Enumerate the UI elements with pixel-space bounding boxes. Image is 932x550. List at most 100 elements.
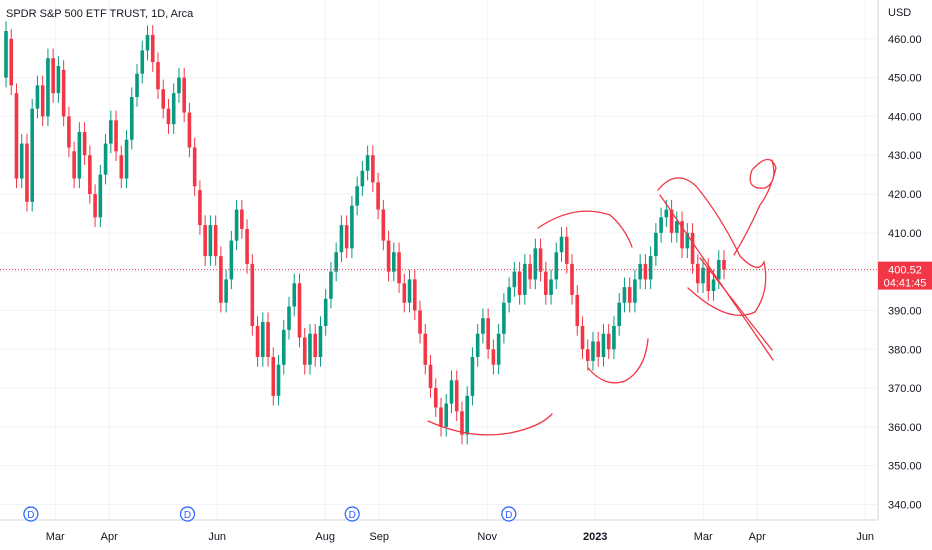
candle-body	[423, 333, 428, 365]
candle-body	[192, 147, 197, 187]
candle-body	[523, 263, 527, 295]
candle-body	[544, 271, 548, 295]
candle-body	[617, 302, 621, 326]
candle-body	[381, 209, 386, 241]
candle-body	[444, 403, 449, 427]
drawing-circle-right[interactable]	[657, 177, 767, 316]
candle-body	[580, 325, 585, 350]
candle-body	[575, 294, 580, 326]
candle-body	[533, 248, 538, 280]
candle-body	[716, 260, 721, 280]
candle-body	[669, 209, 674, 233]
candle-body	[570, 263, 574, 295]
time-tick-label: Sep	[369, 531, 389, 543]
candle-body	[4, 31, 8, 78]
candle-body	[465, 395, 469, 435]
candle-body	[496, 333, 501, 365]
candle-body	[187, 112, 192, 148]
price-tick-label: 390.00	[888, 305, 922, 317]
candle-body	[240, 209, 244, 229]
price-axis[interactable]: 340.00 350.00 360.00 370.00 380.00 390.00 400.…	[888, 34, 922, 512]
candle-body	[664, 209, 669, 218]
candle-body	[271, 357, 276, 396]
time-tick-label: Mar	[694, 531, 713, 543]
candle-body	[675, 221, 679, 233]
candle-body	[680, 221, 684, 249]
drawing-line-down[interactable]	[659, 194, 774, 361]
candle-body	[481, 318, 485, 334]
candle-body	[376, 182, 380, 210]
price-tick-label: 380.00	[888, 344, 922, 356]
currency-label: USD	[888, 7, 911, 19]
candle-body	[648, 256, 653, 280]
candle-body	[161, 89, 166, 109]
dividend-label: D	[505, 510, 512, 521]
candle-body	[245, 228, 249, 264]
time-tick-label: Jun	[208, 531, 226, 543]
candle-body	[150, 34, 155, 63]
candle-body	[339, 225, 344, 253]
time-tick-label: Jun	[856, 531, 874, 543]
candle-body	[98, 174, 103, 218]
candle-body	[61, 69, 66, 117]
drawing-arc-bottom[interactable]	[427, 413, 553, 436]
candle-body	[198, 190, 202, 226]
candle-body	[486, 318, 490, 350]
last-price-countdown: 04:41:45	[884, 278, 927, 290]
time-tick-label: Apr	[101, 531, 118, 543]
candle-body	[56, 65, 61, 94]
drawing-line-down-2[interactable]	[699, 257, 773, 351]
candle-body	[344, 225, 349, 249]
candle-body	[371, 155, 375, 183]
candle-body	[564, 236, 569, 264]
candle-body	[491, 349, 496, 365]
candle-body	[297, 283, 302, 338]
candle-body	[412, 279, 417, 311]
user-drawings[interactable]	[427, 158, 777, 436]
dividend-marker: D	[501, 506, 517, 522]
candle-body	[355, 186, 359, 206]
dividend-label: D	[349, 510, 356, 521]
candle-body	[633, 279, 637, 303]
candle-body	[51, 58, 55, 94]
candle-body	[19, 143, 24, 179]
candle-body	[418, 310, 422, 334]
price-tick-label: 360.00	[888, 422, 922, 434]
candle-body	[559, 236, 564, 253]
candle-body	[313, 333, 318, 358]
candle-body	[93, 194, 97, 218]
time-axis[interactable]: Mar Apr Jun Aug Sep Nov 2023 Mar Apr Jun	[46, 531, 874, 543]
candle-body	[182, 77, 186, 113]
candle-body	[449, 380, 454, 404]
candle-body	[528, 263, 532, 280]
candle-body	[612, 325, 616, 350]
price-tick-label: 450.00	[888, 73, 922, 85]
candle-body	[156, 62, 160, 90]
candle-body	[591, 341, 595, 361]
candle-body	[208, 225, 213, 257]
candle-body	[397, 252, 401, 284]
candle-body	[308, 333, 312, 365]
candle-body	[140, 50, 145, 74]
candle-body	[166, 108, 171, 125]
candle-body	[654, 232, 658, 257]
dividend-marker: D	[344, 506, 360, 522]
drawing-scribble[interactable]	[733, 158, 777, 256]
drawing-arc-lower[interactable]	[587, 338, 649, 384]
drawing-arc-top[interactable]	[537, 210, 633, 248]
time-tick-label: Nov	[477, 531, 497, 543]
candle-body	[323, 298, 328, 326]
candle-body	[685, 232, 690, 249]
candle-body	[643, 263, 648, 280]
candle-body	[517, 271, 522, 295]
candle-body	[40, 85, 45, 117]
time-tick-label: 2023	[583, 531, 607, 543]
candle-body	[386, 240, 391, 272]
candle-body	[109, 120, 113, 144]
dividend-label: D	[27, 510, 34, 521]
candle-body	[722, 260, 726, 270]
candle-body	[46, 58, 50, 117]
candle-body	[475, 333, 480, 358]
candle-body	[350, 205, 354, 249]
